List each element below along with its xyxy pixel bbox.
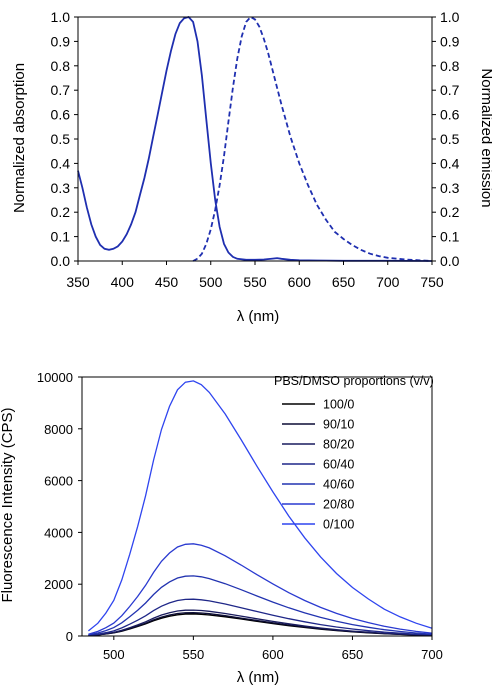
top-left-tick-label: 0.7 xyxy=(51,82,71,98)
legend-label: 90/10 xyxy=(323,418,354,432)
fluorescence-curve-20-80 xyxy=(88,543,433,635)
bottom-y-tick-label: 6000 xyxy=(44,474,73,489)
legend-label: 60/40 xyxy=(323,458,354,472)
bottom-y-tick-label: 10000 xyxy=(37,370,73,385)
legend-items: 100/0 90/10 80/20 60/40 40/60 20/80 0/100 xyxy=(282,398,354,532)
bottom-x-tick-label: 600 xyxy=(262,647,284,662)
legend-label: 40/60 xyxy=(323,478,354,492)
top-x-tick-label: 550 xyxy=(243,274,267,290)
top-left-tick-label: 0.4 xyxy=(51,155,71,171)
top-x-tick-label: 750 xyxy=(420,274,444,290)
fluorescence-chart: 0 2000 4000 6000 8000 10000 500 550 600 650 700 λ… xyxy=(0,370,443,686)
top-right-axis-ticks: 0.0 0.1 0.2 0.3 0.4 0.5 0.6 0.7 0.8 0.9 1.0 xyxy=(432,9,460,269)
top-x-axis-title: λ (nm) xyxy=(237,308,280,325)
legend-label: 0/100 xyxy=(323,518,354,532)
top-right-tick-label: 0.1 xyxy=(440,229,460,245)
bottom-chart-series xyxy=(87,380,433,637)
bottom-x-tick-label: 500 xyxy=(103,647,125,662)
bottom-y-axis-title: Fluorescence Intensity (CPS) xyxy=(0,407,16,602)
top-x-tick-label: 600 xyxy=(288,274,312,290)
top-x-axis-ticks: 350 400 450 500 550 600 650 700 750 xyxy=(66,261,444,290)
top-right-axis-title: Normalized emission xyxy=(478,68,492,207)
top-chart-series xyxy=(77,15,433,262)
fluorescence-curve-80-20 xyxy=(88,609,433,637)
legend-label: 100/0 xyxy=(323,398,354,412)
top-right-tick-label: 0.2 xyxy=(440,204,460,220)
top-x-tick-label: 700 xyxy=(376,274,400,290)
absorption-emission-chart: 0.0 0.1 0.2 0.3 0.4 0.5 0.6 0.7 0.8 0.9 1.0 0.0 0.1… xyxy=(11,9,492,325)
fluorescence-curve-40-60 xyxy=(88,575,433,636)
fluorescence-curve-0-100 xyxy=(87,380,433,632)
top-right-tick-label: 0.6 xyxy=(440,107,460,123)
top-left-tick-label: 0.9 xyxy=(51,33,71,49)
top-left-axis-title: Normalized absorption xyxy=(11,63,28,213)
legend-label: 20/80 xyxy=(323,498,354,512)
emission-curve xyxy=(192,15,433,262)
top-right-tick-label: 1.0 xyxy=(440,9,460,25)
bottom-x-axis-title: λ (nm) xyxy=(237,669,280,686)
legend: PBS/DMSO proportions (v/v) 100/0 90/10 80/… xyxy=(274,374,434,532)
top-left-tick-label: 0.6 xyxy=(51,107,71,123)
bottom-x-tick-label: 700 xyxy=(421,647,443,662)
top-x-tick-label: 350 xyxy=(66,274,90,290)
top-right-tick-label: 0.0 xyxy=(440,253,460,269)
top-left-tick-label: 0.0 xyxy=(51,253,71,269)
legend-title: PBS/DMSO proportions (v/v) xyxy=(274,374,434,388)
top-left-axis-ticks: 0.0 0.1 0.2 0.3 0.4 0.5 0.6 0.7 0.8 0.9 1.0 xyxy=(51,9,78,269)
absorption-curve xyxy=(77,15,433,262)
top-left-tick-label: 0.8 xyxy=(51,58,71,74)
top-right-tick-label: 0.9 xyxy=(440,33,460,49)
top-x-tick-label: 650 xyxy=(332,274,356,290)
top-right-tick-label: 0.7 xyxy=(440,82,460,98)
top-left-tick-label: 1.0 xyxy=(51,9,71,25)
top-x-tick-label: 450 xyxy=(155,274,179,290)
bottom-y-tick-label: 4000 xyxy=(44,525,73,540)
top-left-tick-label: 0.2 xyxy=(51,204,71,220)
top-x-tick-label: 500 xyxy=(199,274,223,290)
top-x-tick-label: 400 xyxy=(111,274,135,290)
bottom-y-axis-ticks: 0 2000 4000 6000 8000 10000 xyxy=(37,370,82,644)
bottom-y-tick-label: 0 xyxy=(66,629,73,644)
top-left-tick-label: 0.5 xyxy=(51,131,71,147)
top-right-tick-label: 0.5 xyxy=(440,131,460,147)
bottom-x-tick-label: 650 xyxy=(342,647,364,662)
bottom-x-axis-ticks: 500 550 600 650 700 xyxy=(103,636,443,662)
legend-label: 80/20 xyxy=(323,438,354,452)
top-left-tick-label: 0.3 xyxy=(51,180,71,196)
fluorescence-curve-60-40 xyxy=(88,598,433,636)
bottom-y-tick-label: 8000 xyxy=(44,422,73,437)
bottom-x-tick-label: 550 xyxy=(183,647,205,662)
bottom-chart-plot-frame xyxy=(81,376,433,637)
top-right-tick-label: 0.8 xyxy=(440,58,460,74)
top-right-tick-label: 0.4 xyxy=(440,155,460,171)
top-right-tick-label: 0.3 xyxy=(440,180,460,196)
bottom-y-tick-label: 2000 xyxy=(44,577,73,592)
top-left-tick-label: 0.1 xyxy=(51,229,71,245)
